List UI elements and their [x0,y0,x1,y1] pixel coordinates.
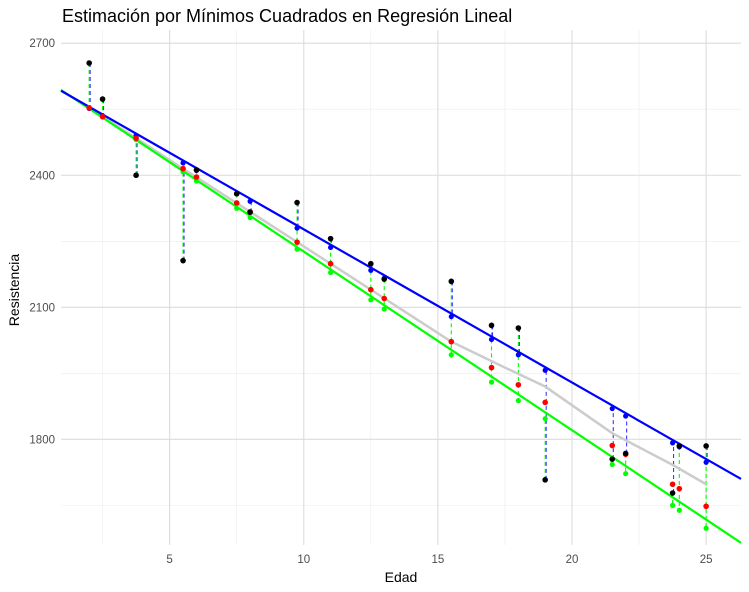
green-line-point [234,205,240,211]
blue-fit-line [60,89,742,480]
fitted-point [609,442,616,449]
y-tick-label: 1800 [29,434,55,446]
axis-ticks: 5 10 15 20 25 1800 2100 2400 2700 [29,38,712,566]
blue-line-point [609,405,615,412]
fitted-point [368,286,374,293]
observed-point [233,190,240,197]
fitted-point [99,113,106,120]
observed-point [669,490,676,496]
blue-line-point [488,336,495,343]
observed-point [542,477,548,483]
x-tick-label: 25 [700,554,713,566]
green-fit-line [60,88,742,544]
y-tick-label: 2400 [29,170,55,182]
fitted-point [676,485,683,492]
observed-point [247,209,253,216]
y-tick-label: 2700 [29,38,55,50]
fitted-point [488,364,495,371]
blue-line-point [247,198,253,204]
y-axis-title: Resistencia [6,254,22,327]
observed-point [488,322,495,329]
plot-area [60,60,742,544]
green-line-point [703,525,709,531]
fitted-point [86,105,92,111]
x-axis-title: Edad [385,569,418,585]
fitted-point [515,381,522,388]
smooth-fit-line [88,106,707,486]
blue-line-point [703,459,709,465]
fitted-point [448,338,455,345]
observed-point [294,199,300,206]
y-tick-label: 2100 [29,302,55,314]
blue-line-point [669,440,676,446]
blue-line-point [294,225,300,231]
green-line-point [193,178,200,184]
observed-point [448,278,455,285]
blue-line-point [623,413,629,419]
blue-line-point [542,367,548,373]
green-line-point [623,471,629,477]
green-line-point [488,379,495,385]
green-line-point [327,269,334,276]
chart-title: Estimación por Mínimos Cuadrados en Regr… [62,6,512,26]
blue-line-point [515,352,521,358]
observed-point [609,456,616,462]
observed-point [515,325,522,331]
fitted-point [193,174,200,180]
fitted-point [133,135,139,142]
green-line-point [669,502,676,508]
fitted-point [180,165,186,172]
observed-point [327,235,334,242]
observed-point [193,167,200,173]
green-line-point [381,306,387,312]
fitted-point [703,503,709,510]
green-line-point [515,398,521,404]
observed-point [86,60,92,66]
fitted-point [233,200,240,206]
fitted-point [294,239,300,245]
x-tick-label: 10 [297,554,310,566]
green-line-point [368,297,374,303]
green-line-point [247,214,253,221]
observed-point [99,96,106,102]
observed-point [381,276,388,282]
fitted-point [542,399,548,406]
fitted-point [669,481,676,488]
fitted-point [327,260,334,267]
green-line-point [448,352,454,358]
green-line-point [676,507,682,513]
x-tick-label: 15 [431,554,444,566]
blue-line-point [448,313,454,320]
grid-lines [61,30,741,545]
x-tick-label: 5 [166,554,172,566]
blue-line-point [368,267,374,273]
green-line-point [542,416,548,422]
observed-point [703,443,709,449]
observed-point [180,257,186,264]
blue-line-point [327,244,334,251]
observed-point [368,260,374,267]
green-line-point [609,461,615,468]
x-tick-label: 20 [566,554,579,566]
blue-line-point [180,160,186,166]
observed-point [133,172,139,179]
fitted-point [381,295,388,302]
observed-point [676,443,683,449]
observed-point [622,450,629,457]
green-line-point [294,246,300,252]
